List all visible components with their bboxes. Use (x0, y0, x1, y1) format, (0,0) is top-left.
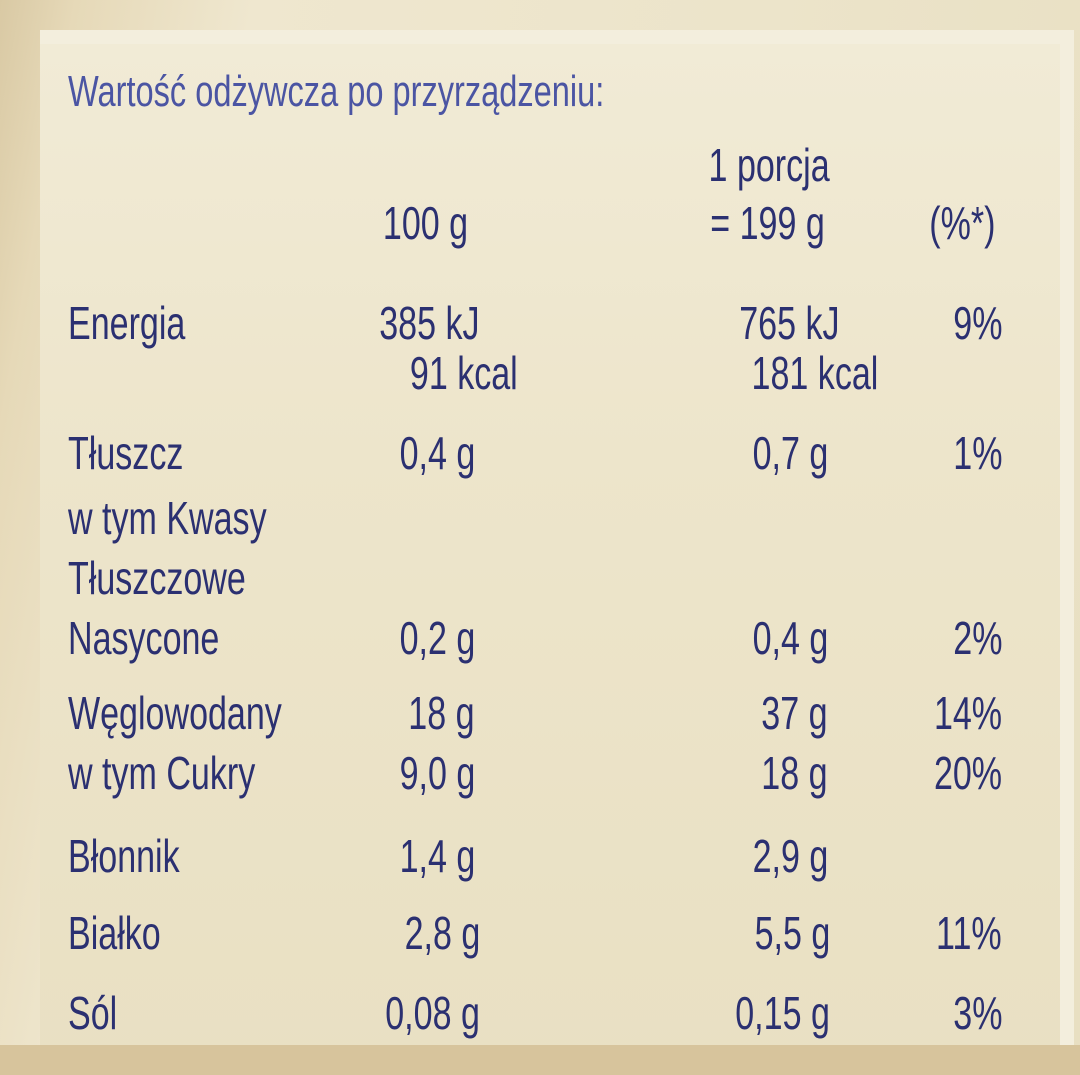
value-portion: 765 kJ (739, 297, 840, 349)
row-label: w tym Kwasy (68, 492, 267, 544)
row-label: Nasycone (68, 612, 220, 664)
value-portion: 37 g (761, 687, 828, 739)
row-label: Błonnik (68, 830, 180, 882)
row-label: Tłuszczowe (68, 552, 246, 604)
value-portion: 181 kcal (751, 347, 878, 399)
row-label: Tłuszcz (68, 427, 184, 479)
label-title: Wartość odżywcza po przyrządzeniu: (68, 67, 605, 116)
value-portion: 0,7 g (752, 427, 828, 479)
header-100g: 100 g (382, 197, 468, 249)
value-percent: 9% (952, 297, 1002, 349)
value-portion: 18 g (761, 747, 828, 799)
header-percent: (%*) (928, 197, 995, 249)
background-edge (0, 1045, 1080, 1075)
row-label: Sól (68, 987, 118, 1039)
value-100g: 18 g (408, 687, 475, 739)
value-100g: 0,08 g (385, 987, 480, 1039)
value-percent: 14% (933, 687, 1002, 739)
value-100g: 2,8 g (404, 907, 480, 959)
value-percent: 1% (952, 427, 1002, 479)
value-100g: 0,2 g (399, 612, 475, 664)
value-portion: 5,5 g (754, 907, 830, 959)
value-portion: 0,15 g (735, 987, 830, 1039)
label-panel (40, 30, 1074, 1064)
header-portion-weight: = 199 g (710, 197, 825, 249)
value-percent: 20% (933, 747, 1002, 799)
value-percent: 11% (936, 907, 1002, 959)
value-100g: 91 kcal (410, 347, 518, 399)
value-100g: 0,4 g (399, 427, 475, 479)
value-portion: 0,4 g (752, 612, 828, 664)
row-label: w tym Cukry (68, 747, 256, 799)
row-label: Energia (68, 297, 186, 349)
value-portion: 2,9 g (752, 830, 828, 882)
value-percent: 2% (952, 612, 1002, 664)
value-percent: 3% (952, 987, 1002, 1039)
row-label: Białko (68, 907, 161, 959)
value-100g: 9,0 g (399, 747, 475, 799)
row-label: Węglowodany (68, 687, 282, 739)
header-portion: 1 porcja (708, 139, 830, 191)
value-100g: 1,4 g (399, 830, 475, 882)
value-100g: 385 kJ (379, 297, 480, 349)
